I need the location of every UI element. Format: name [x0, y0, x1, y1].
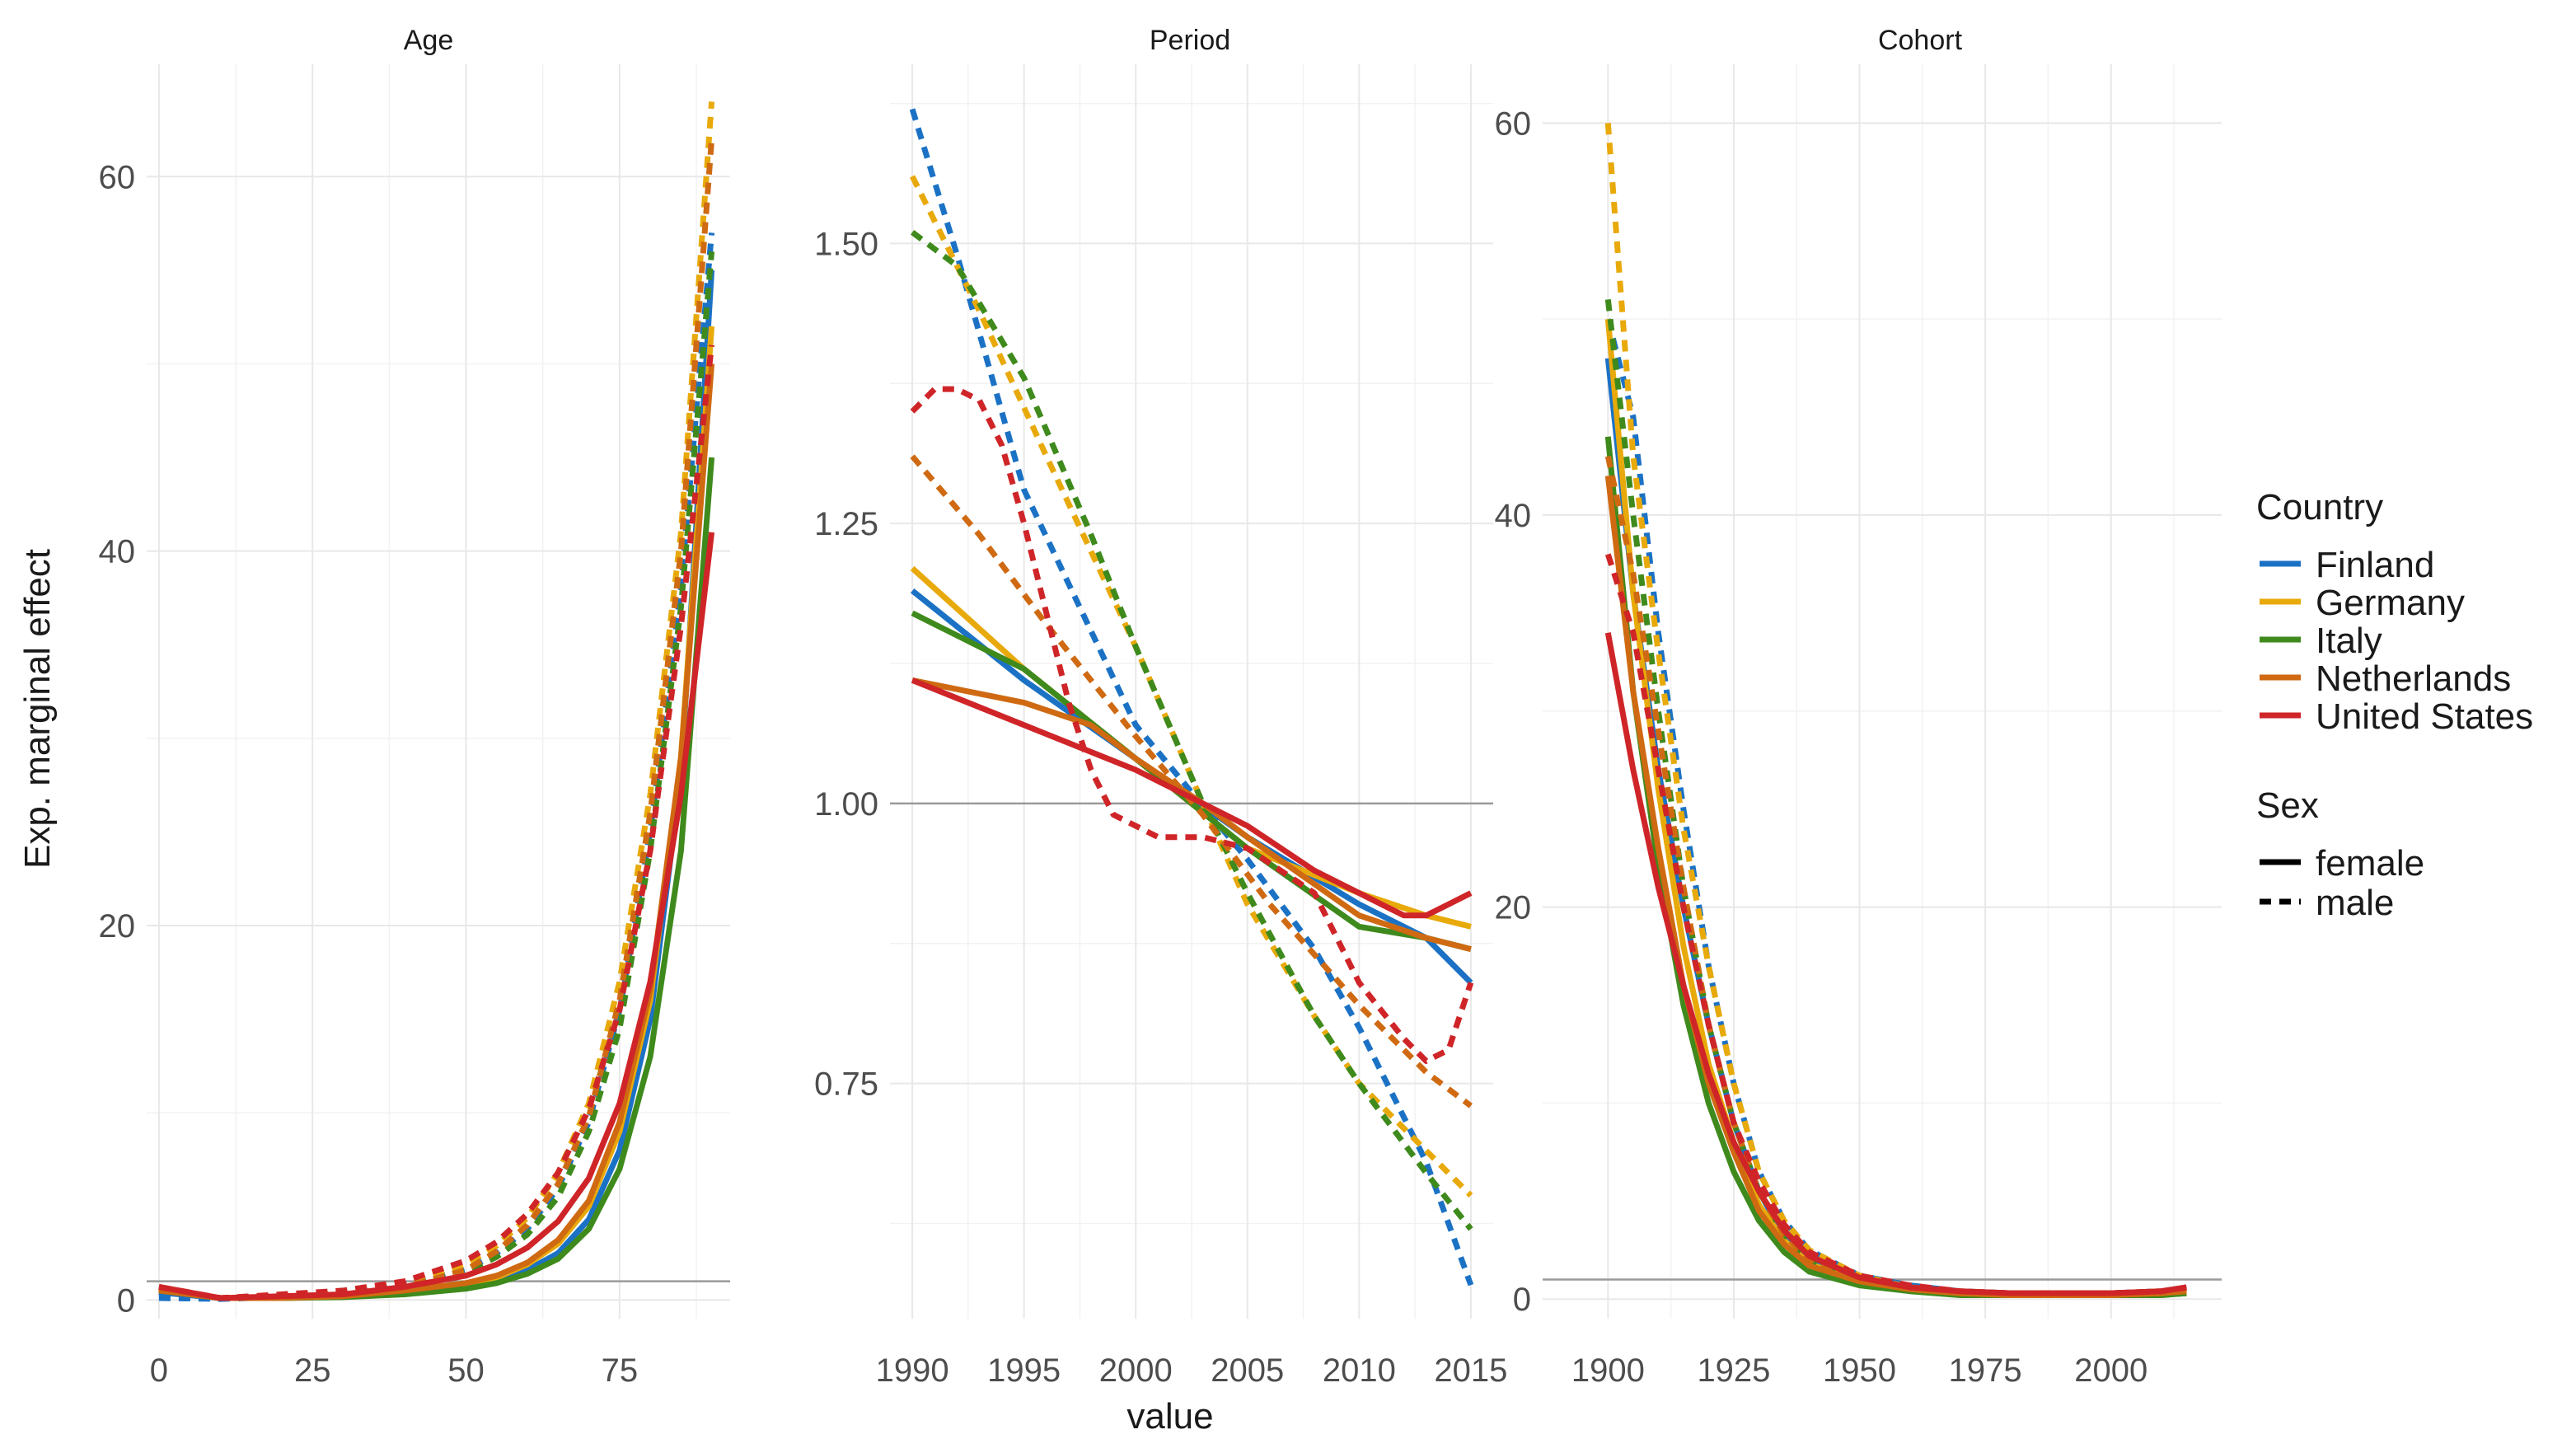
- period-x-tick-label: 2010: [1323, 1352, 1396, 1389]
- legend-label-female: female: [2316, 843, 2424, 884]
- period-x-tick-label: 1990: [876, 1352, 949, 1389]
- cohort-y-tick-label: 20: [1495, 890, 1532, 926]
- period-x-tick-label: 2000: [1099, 1352, 1173, 1389]
- legend-label-united-states: United States: [2316, 696, 2533, 737]
- panel-title-period: Period: [1150, 25, 1230, 56]
- y-axis-title: Exp. marginal effect: [17, 549, 58, 869]
- period-series-netherlands-male: [910, 454, 1473, 1109]
- period-y-tick-label: 1.00: [814, 786, 878, 823]
- panel-title-cohort: Cohort: [1878, 25, 1963, 56]
- period-series-united-states-male: [910, 386, 1474, 1064]
- legend-title-country: Country: [2256, 487, 2383, 527]
- cohort-y-tick-label: 40: [1495, 498, 1532, 534]
- period-x-tick-label: 2005: [1211, 1352, 1284, 1389]
- panel-cohort: 1900 1925 1950 1975 2000 0 20 40 60: [1495, 64, 2222, 1389]
- age-y-tick-label: 20: [99, 908, 136, 944]
- age-series-netherlands-male: [158, 138, 715, 1301]
- legend-label-italy: Italy: [2316, 621, 2382, 661]
- period-y-tick-label: 0.75: [814, 1066, 878, 1103]
- cohort-x-tick-label: 1900: [1571, 1352, 1645, 1389]
- cohort-x-tick-label: 1925: [1697, 1352, 1770, 1389]
- legend-label-finland: Finland: [2316, 545, 2434, 585]
- period-series-italy-male: [910, 230, 1473, 1231]
- cohort-series-united-states-female: [1604, 632, 2187, 1296]
- panel-title-age: Age: [404, 25, 454, 56]
- cohort-series-united-states-male: [1604, 553, 2187, 1296]
- age-x-tick-label: 75: [602, 1352, 639, 1389]
- cohort-y-tick-label: 0: [1513, 1282, 1531, 1318]
- period-series-united-states-female: [911, 677, 1473, 919]
- age-x-tick-label: 50: [447, 1352, 485, 1389]
- age-x-tick-label: 0: [150, 1352, 168, 1389]
- x-axis-title: value: [1126, 1396, 1213, 1437]
- period-y-tick-label: 1.50: [814, 226, 878, 262]
- period-y-tick-label: 1.25: [814, 506, 878, 542]
- age-y-tick-label: 40: [99, 534, 136, 570]
- panel-age: 0 25 50 75 0 20 40 60: [99, 64, 730, 1389]
- age-y-tick-label: 0: [117, 1282, 135, 1319]
- legend-label-netherlands: Netherlands: [2316, 659, 2511, 699]
- cohort-y-tick-label: 60: [1495, 105, 1532, 142]
- legend-title-sex: Sex: [2256, 785, 2319, 826]
- legend-label-male: male: [2316, 883, 2394, 923]
- cohort-x-tick-label: 2000: [2074, 1352, 2147, 1389]
- age-series-italy-male: [158, 251, 715, 1301]
- cohort-x-tick-label: 1950: [1823, 1352, 1896, 1389]
- period-series-finland-male: [909, 108, 1474, 1287]
- panel-period: 1990 1995 2000 2005 2010 2015 0.75 1.00 1.25 1.50: [814, 64, 1507, 1389]
- period-x-tick-label: 1995: [987, 1352, 1061, 1389]
- period-x-tick-label: 2015: [1434, 1352, 1507, 1389]
- age-x-tick-label: 25: [294, 1352, 331, 1389]
- legend: Country Finland Germany Italy Netherland…: [2256, 487, 2533, 923]
- legend-label-germany: Germany: [2316, 583, 2465, 623]
- cohort-x-tick-label: 1975: [1949, 1352, 2022, 1389]
- age-series-united-states-female: [158, 532, 715, 1301]
- age-y-tick-label: 60: [99, 159, 136, 195]
